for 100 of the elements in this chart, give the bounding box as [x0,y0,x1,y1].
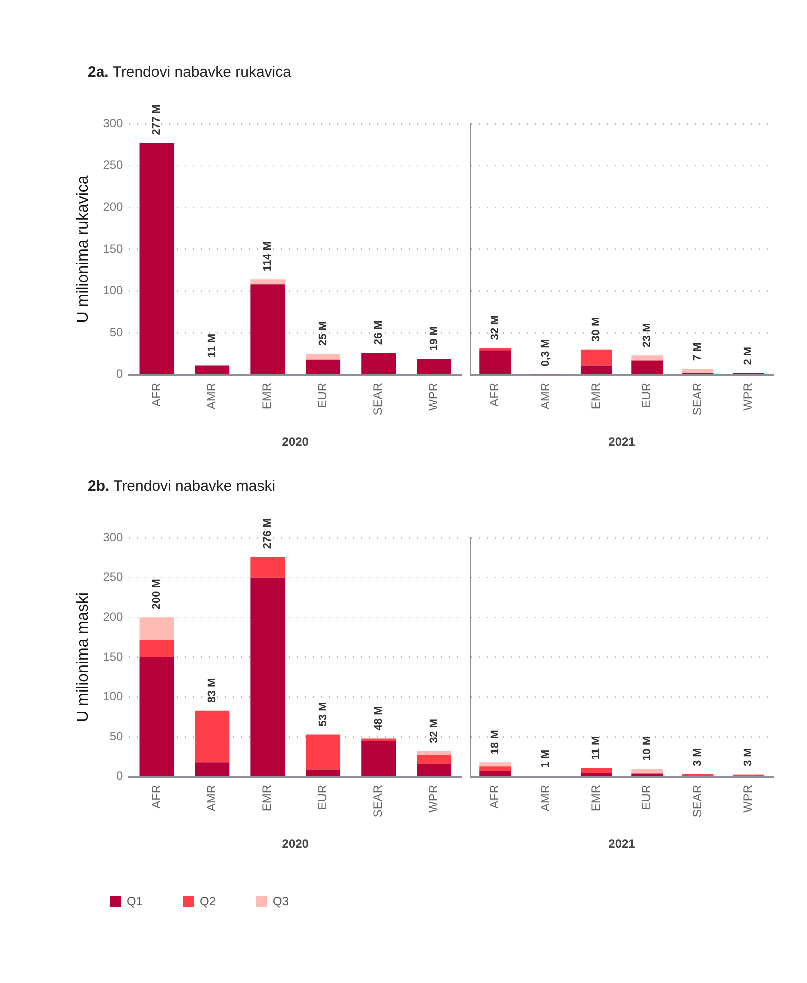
x-tick-label: SEAR [371,784,386,818]
total-label: 7 M [692,342,704,362]
bar [195,366,230,374]
chart-title: 2b. Trendovi nabavke maski [88,478,277,497]
y-tick-label: 50 [110,325,124,340]
x-axis-title: 2020 [282,435,310,450]
x-tick-label: EUR [316,784,330,810]
bar [632,360,664,374]
y-tick-label: 200 [103,200,124,214]
total-label: 3 M [742,748,755,767]
legend-label: Q1 [127,894,144,908]
y-tick-label: 150 [103,650,124,664]
y-tick-label: 0 [116,367,124,382]
x-tick-label: WPR [740,382,755,411]
bar [632,774,664,776]
x-tick-label: SEAR [690,784,704,818]
y-tick-label: 300 [103,116,124,130]
bar [306,770,341,776]
total-label: 32 M [489,316,502,340]
bar [362,353,396,374]
x-tick-label: WPR [426,784,441,813]
bar [480,350,512,374]
bar [417,751,452,756]
bar [250,280,286,285]
x-tick-label: AFR [488,382,502,407]
x-tick-label: AMR [204,382,219,410]
x-axis-title: 2021 [608,837,636,852]
total-label: 83 M [206,678,218,703]
y-axis-title: U milionima rukavica [75,176,92,324]
total-label: 26 M [372,320,385,346]
total-label: 0,3 M [540,339,552,367]
legend-label: Q2 [200,894,216,908]
x-tick-label: EUR [640,382,654,408]
total-label: 114 M [262,242,274,272]
total-label: 277 M [150,104,163,136]
x-tick-label: AFR [488,784,502,809]
x-tick-label: AFR [149,382,164,407]
total-label: 3 M [692,748,704,767]
total-label: 48 M [372,706,385,731]
x-tick-label: EMR [588,382,603,410]
y-tick-label: 100 [103,284,124,298]
bar [480,766,512,772]
x-axis-title: 2021 [608,435,636,450]
bar [580,768,612,773]
x-tick-label: AFR [149,784,164,809]
total-label: 53 M [317,702,330,727]
y-tick-label: 250 [103,570,124,584]
x-tick-label: EMR [260,784,274,812]
total-label: 1 M [540,750,552,768]
y-tick-label: 200 [103,610,124,624]
y-tick-label: 100 [103,690,124,704]
bar [417,359,452,374]
x-tick-label: WPR [426,382,441,411]
total-label: 276 M [262,518,274,550]
y-tick-label: 50 [110,729,124,744]
x-tick-label: SEAR [371,382,386,416]
total-label: 23 M [641,323,654,348]
bar [580,772,612,776]
bar [250,284,286,374]
bar [306,354,341,360]
x-tick-label: EUR [316,382,330,408]
bar [580,366,612,374]
x-tick-label: EMR [588,784,603,812]
bar [140,657,174,776]
x-tick-label: EMR [260,382,274,410]
bar [250,578,286,776]
bar [417,764,452,776]
bar [580,350,612,366]
bar [140,143,174,374]
bar [632,356,664,361]
bar [306,360,341,374]
bar [682,369,714,374]
bar [140,618,174,640]
x-tick-label: AMR [538,382,552,410]
total-label: 30 M [590,317,603,342]
bar [480,771,512,776]
total-label: 11 M [206,334,218,358]
total-label: 25 M [317,322,330,346]
y-tick-label: 250 [103,158,124,172]
total-label: 10 M [641,736,654,761]
x-tick-label: AMR [204,784,219,812]
total-label: 32 M [428,718,440,744]
bar [250,557,286,578]
bar [195,710,230,763]
x-axis-title: 2020 [282,837,310,852]
total-label: 11 M [590,736,603,760]
chart-title: 2a. Trendovi nabavke rukavica [88,64,292,83]
bar [480,348,512,351]
x-tick-label: AMR [538,784,552,812]
y-axis-title: U milionima maski [75,592,92,722]
legend-label: Q3 [273,894,290,908]
y-tick-label: 0 [116,769,124,784]
bar [417,755,452,764]
total-label: 18 M [489,730,502,755]
bar [140,640,174,658]
y-tick-label: 150 [103,242,124,256]
y-tick-label: 300 [103,530,124,544]
total-label: 2 M [742,346,755,366]
x-tick-label: WPR [740,784,755,813]
x-tick-label: SEAR [690,382,704,416]
